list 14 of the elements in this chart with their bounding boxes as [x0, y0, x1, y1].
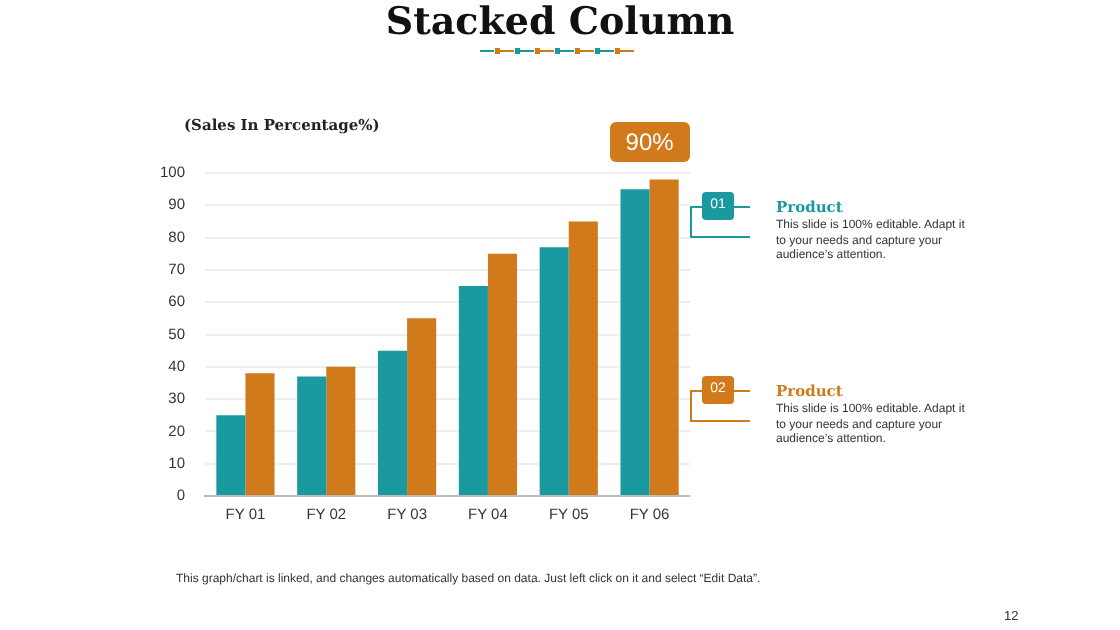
bar [620, 189, 650, 495]
bar [568, 221, 598, 495]
bar [245, 373, 275, 495]
annotation: 90% [609, 121, 690, 162]
bar [378, 350, 408, 495]
bar [458, 286, 488, 495]
bar [649, 179, 679, 495]
bar [407, 318, 437, 495]
chart-title: Stacked Column [383, 0, 737, 44]
bar [216, 415, 246, 495]
bar [487, 253, 518, 495]
bar [539, 247, 569, 495]
bar [297, 376, 327, 495]
bar [326, 366, 356, 495]
